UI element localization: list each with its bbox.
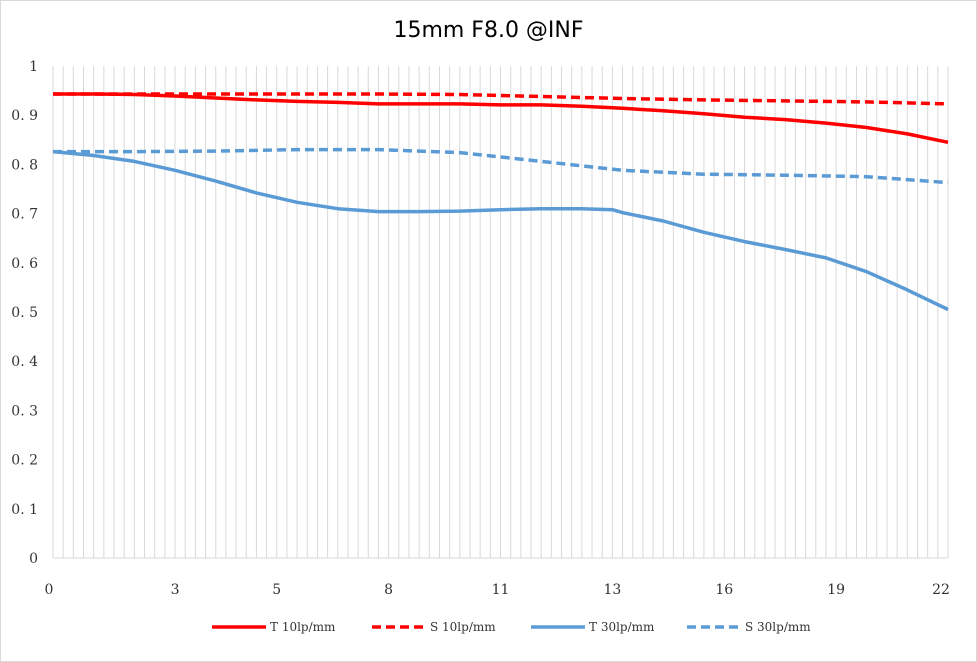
legend-label: S 10lp/mm — [430, 620, 496, 634]
legend-label: T 30lp/mm — [589, 620, 655, 634]
x-tick-label: 16 — [715, 582, 733, 598]
y-tick-label: 0 — [29, 551, 38, 567]
vertical-gridlines — [52, 66, 949, 558]
y-tick-label: 0. 2 — [11, 453, 38, 469]
legend-label: T 10lp/mm — [270, 620, 336, 634]
y-tick-label: 1 — [29, 59, 38, 75]
x-tick-label: 22 — [932, 582, 950, 598]
legend: T 10lp/mm S 10lp/mm T 30lp/mm S 30lp/mm — [212, 620, 811, 634]
x-tick-label: 13 — [603, 582, 621, 598]
y-tick-label: 0. 9 — [11, 108, 38, 124]
series-line — [53, 147, 949, 185]
x-tick-label: 3 — [171, 582, 180, 598]
x-tick-label: 0 — [45, 582, 54, 598]
x-tick-label: 19 — [827, 582, 845, 598]
series-lines — [52, 92, 949, 312]
series-line — [52, 149, 949, 312]
x-tick-label: 5 — [272, 582, 281, 598]
y-tick-label: 0. 5 — [11, 305, 38, 321]
y-tick-label: 0. 3 — [11, 403, 38, 419]
x-tick-label: 11 — [492, 582, 510, 598]
y-tick-label: 0. 1 — [11, 502, 38, 518]
y-tick-label: 0. 8 — [11, 157, 38, 173]
series-line — [53, 92, 949, 145]
chart-title: 15mm F8.0 @INF — [393, 18, 584, 43]
y-tick-labels: 0 0. 1 0. 2 0. 3 0. 4 0. 5 0. 6 0. 7 0. 8 0. 9 1 — [11, 59, 38, 567]
y-tick-label: 0. 6 — [11, 256, 38, 272]
y-tick-label: 0. 7 — [11, 207, 38, 223]
legend-label: S 30lp/mm — [745, 620, 811, 634]
y-tick-label: 0. 4 — [11, 354, 38, 370]
x-tick-labels: 0 3 5 8 11 13 16 19 22 — [45, 582, 950, 598]
x-tick-label: 8 — [384, 582, 393, 598]
series-line — [53, 92, 949, 106]
